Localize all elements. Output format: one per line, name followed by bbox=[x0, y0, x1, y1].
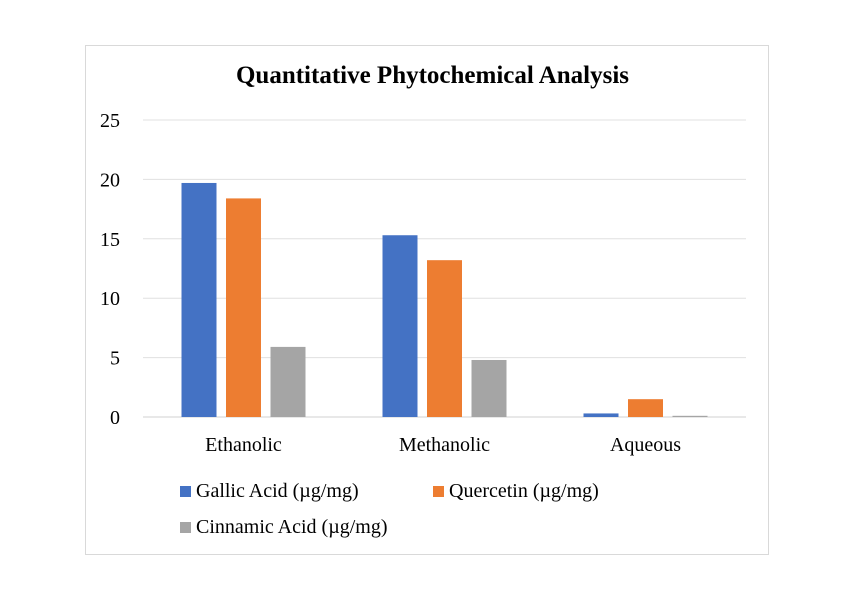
bar-1-0 bbox=[226, 198, 261, 417]
bar-2-1 bbox=[471, 359, 507, 417]
legend-swatch bbox=[180, 486, 191, 497]
legend-label: Quercetin (µg/mg) bbox=[449, 480, 599, 502]
x-tick-label: Ethanolic bbox=[205, 434, 282, 456]
legend-label: Gallic Acid (µg/mg) bbox=[196, 480, 359, 502]
bar-2-2 bbox=[672, 415, 708, 417]
legend-label: Cinnamic Acid (µg/mg) bbox=[196, 516, 388, 538]
legend-swatch bbox=[180, 522, 191, 533]
legend-item-2: Cinnamic Acid (µg/mg) bbox=[180, 516, 388, 539]
chart-title: Quantitative Phytochemical Analysis bbox=[235, 62, 630, 89]
y-tick-label: 5 bbox=[110, 348, 120, 370]
bar-2-0 bbox=[270, 346, 306, 417]
legend-swatch bbox=[433, 486, 444, 497]
legend-item-0: Gallic Acid (µg/mg) bbox=[180, 480, 359, 503]
bar-1-1 bbox=[427, 260, 462, 417]
chart-frame bbox=[85, 45, 769, 555]
y-tick-label: 10 bbox=[100, 288, 120, 310]
bar-0-1 bbox=[382, 235, 418, 417]
bar-0-0 bbox=[181, 182, 217, 417]
legend-item-1: Quercetin (µg/mg) bbox=[433, 480, 599, 503]
x-tick-label: Methanolic bbox=[399, 434, 490, 456]
y-tick-label: 0 bbox=[110, 407, 120, 429]
bar-1-2 bbox=[628, 399, 663, 417]
bar-0-2 bbox=[583, 413, 619, 417]
x-tick-label: Aqueous bbox=[610, 434, 681, 456]
y-tick-label: 20 bbox=[100, 169, 120, 191]
y-tick-label: 15 bbox=[100, 229, 120, 251]
y-tick-label: 25 bbox=[100, 110, 120, 132]
